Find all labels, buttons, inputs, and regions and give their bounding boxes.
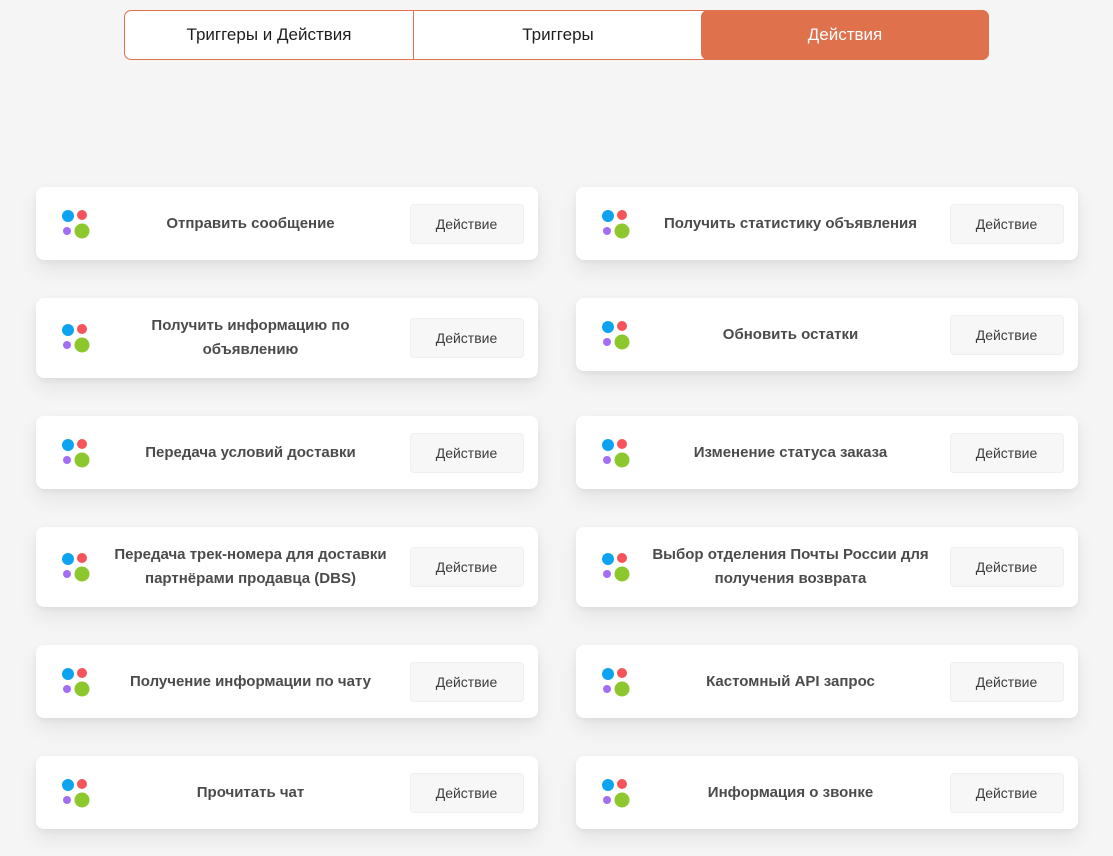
action-type-badge[interactable]: Действие: [949, 432, 1064, 473]
avito-logo-icon: [58, 776, 92, 810]
card-title: Прочитать чат: [196, 783, 305, 801]
tab-triggers-and-actions[interactable]: Триггеры и Действия: [125, 11, 413, 59]
action-card[interactable]: Выбор отделения Почты России для получен…: [575, 527, 1078, 607]
action-type-badge[interactable]: Действие: [409, 772, 524, 813]
action-card[interactable]: Отправить сообщение Действие: [35, 187, 538, 260]
avito-logo-icon: [598, 207, 632, 241]
action-card[interactable]: Информация о звонке Действие: [575, 756, 1078, 829]
action-card[interactable]: Получение информации по чату Действие: [35, 645, 538, 718]
card-title: Передача условий доставки: [145, 443, 356, 461]
cards-grid: Отправить сообщение Действие Получить ст…: [35, 187, 1078, 829]
avito-logo-icon: [598, 776, 632, 810]
action-type-badge[interactable]: Действие: [409, 661, 524, 702]
card-title: Получение информации по чату: [130, 672, 371, 690]
action-type-badge[interactable]: Действие: [949, 547, 1064, 587]
tab-bar: Триггеры и Действия Триггеры Действия: [124, 10, 989, 60]
action-type-badge[interactable]: Действие: [409, 432, 524, 473]
card-title: Изменение статуса заказа: [693, 443, 888, 461]
card-title: Информация о звонке: [707, 783, 874, 801]
avito-logo-icon: [58, 207, 92, 241]
avito-logo-icon: [598, 665, 632, 699]
avito-logo-icon: [598, 436, 632, 470]
action-type-badge[interactable]: Действие: [409, 318, 524, 358]
card-title: Обновить остатки: [722, 325, 859, 343]
avito-logo-icon: [58, 321, 92, 355]
action-type-badge[interactable]: Действие: [949, 203, 1064, 244]
action-type-badge[interactable]: Действие: [949, 772, 1064, 813]
avito-logo-icon: [598, 318, 632, 352]
action-card[interactable]: Передача трек-номера для доставки партнё…: [35, 527, 538, 607]
card-title: Отправить сообщение: [166, 214, 335, 232]
action-type-badge[interactable]: Действие: [949, 661, 1064, 702]
action-card[interactable]: Получить информацию по объявлению Действ…: [35, 298, 538, 378]
avito-logo-icon: [58, 665, 92, 699]
action-type-badge[interactable]: Действие: [409, 203, 524, 244]
action-card[interactable]: Передача условий доставки Действие: [35, 416, 538, 489]
avito-logo-icon: [58, 550, 92, 584]
tab-actions[interactable]: Действия: [701, 10, 989, 60]
card-title: Получить информацию по объявлению: [151, 317, 350, 358]
action-card[interactable]: Кастомный API запрос Действие: [575, 645, 1078, 718]
action-type-badge[interactable]: Действие: [949, 314, 1064, 355]
avito-logo-icon: [598, 550, 632, 584]
action-card[interactable]: Обновить остатки Действие: [575, 298, 1078, 371]
card-title: Кастомный API запрос: [706, 672, 875, 690]
avito-logo-icon: [58, 436, 92, 470]
action-card[interactable]: Прочитать чат Действие: [35, 756, 538, 829]
action-card[interactable]: Получить статистику объявления Действие: [575, 187, 1078, 260]
action-card[interactable]: Изменение статуса заказа Действие: [575, 416, 1078, 489]
action-type-badge[interactable]: Действие: [409, 547, 524, 587]
card-title: Выбор отделения Почты России для получен…: [652, 546, 929, 587]
card-title: Передача трек-номера для доставки партнё…: [114, 546, 387, 587]
card-title: Получить статистику объявления: [663, 214, 918, 232]
tab-triggers[interactable]: Триггеры: [413, 11, 702, 59]
